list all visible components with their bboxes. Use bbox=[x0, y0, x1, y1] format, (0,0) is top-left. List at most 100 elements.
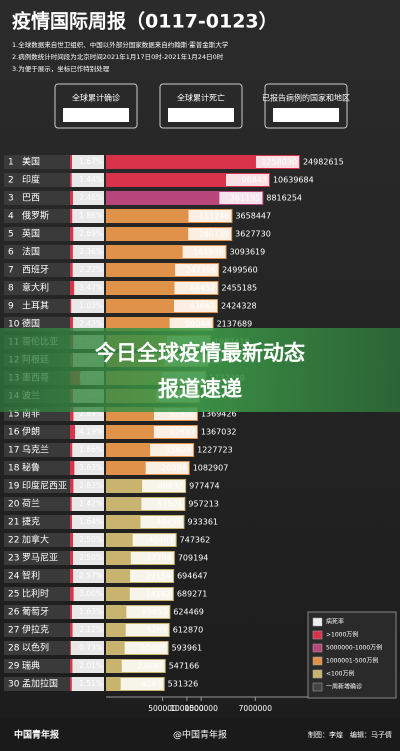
new-cases-box bbox=[255, 156, 299, 168]
row-bg bbox=[4, 191, 70, 205]
legend-label: 5000000-1000万例 bbox=[326, 644, 382, 652]
row-bg bbox=[4, 515, 70, 529]
new-cases-box bbox=[174, 300, 218, 312]
rate-bar bbox=[70, 533, 73, 547]
new-cases-box bbox=[174, 282, 218, 294]
rank: 2 bbox=[8, 176, 14, 186]
new-cases-label: 86452 bbox=[190, 284, 215, 293]
country: 荷兰 bbox=[22, 498, 40, 510]
new-cases-label: 96843 bbox=[242, 176, 267, 185]
rate-label: 2.22% bbox=[79, 265, 103, 274]
row-bg bbox=[4, 623, 70, 637]
rank: 19 bbox=[8, 482, 20, 492]
legend-swatch bbox=[312, 682, 323, 692]
total-label: 10639684 bbox=[273, 176, 314, 185]
summary-box bbox=[159, 83, 243, 129]
summary-box bbox=[264, 83, 348, 129]
rate-bar bbox=[70, 479, 74, 493]
rate-track bbox=[70, 299, 104, 313]
new-cases-label: 49455 bbox=[156, 518, 181, 527]
total-label: 3627730 bbox=[235, 230, 271, 239]
new-cases-box bbox=[169, 318, 213, 330]
summary-value: 224 bbox=[296, 111, 317, 122]
rate-bar bbox=[70, 227, 74, 241]
legend-label: >1000万例 bbox=[326, 631, 358, 639]
footer-source: 中国青年报 bbox=[14, 729, 59, 741]
summary-label: 已报告病例的国家和地区 bbox=[262, 93, 350, 103]
row-bg bbox=[4, 533, 70, 547]
legend-swatch bbox=[312, 643, 323, 653]
total-label: 1082907 bbox=[193, 464, 229, 473]
total-label: 3093619 bbox=[230, 248, 266, 257]
rate-label: 1.42% bbox=[79, 499, 103, 508]
rate-label: 2.50% bbox=[79, 535, 103, 544]
rate-bar bbox=[70, 569, 74, 583]
summary-value: 96877399 bbox=[68, 111, 124, 122]
total-label: 709194 bbox=[178, 554, 209, 563]
total-label: 694647 bbox=[177, 572, 208, 581]
rate-label: 2.43% bbox=[79, 319, 103, 328]
country: 罗马尼亚 bbox=[22, 553, 58, 564]
rate-bar bbox=[70, 497, 72, 511]
rank: 26 bbox=[8, 608, 20, 618]
total-label: 1227723 bbox=[197, 446, 233, 455]
rank: 6 bbox=[8, 248, 14, 258]
row-bg bbox=[4, 173, 70, 187]
legend-label: 一周新增确诊 bbox=[326, 683, 362, 691]
rate-label: 1.51% bbox=[79, 679, 103, 688]
new-cases-label: 260739 bbox=[199, 230, 230, 239]
rate-bar bbox=[70, 191, 73, 205]
total-label: 3658447 bbox=[235, 212, 271, 221]
total-label: 957213 bbox=[188, 500, 219, 509]
row-bg bbox=[4, 479, 70, 493]
country: 乌克兰 bbox=[22, 444, 49, 456]
rate-bar bbox=[70, 587, 74, 601]
row-bg bbox=[4, 263, 70, 277]
rank: 25 bbox=[8, 590, 19, 600]
new-cases-label: 50462 bbox=[140, 644, 165, 653]
rate-label: 2.46% bbox=[79, 193, 103, 202]
new-cases-label: 161936 bbox=[193, 248, 224, 257]
rate-label: 2.89% bbox=[79, 409, 103, 418]
new-cases-label: 151246 bbox=[199, 212, 230, 221]
rate-bar bbox=[70, 245, 73, 259]
country: 法国 bbox=[22, 246, 40, 258]
rate-bar bbox=[70, 317, 73, 331]
total-label: 2455185 bbox=[221, 284, 257, 293]
rate-bar bbox=[70, 425, 76, 439]
new-cases-label: 37501 bbox=[157, 500, 182, 509]
summary-label: 全球累计死亡 bbox=[177, 93, 225, 103]
new-cases-box bbox=[150, 444, 194, 456]
new-cases-label: 14182 bbox=[145, 590, 170, 599]
rate-bar bbox=[70, 155, 73, 169]
total-label: 977474 bbox=[189, 482, 220, 491]
rank: 7 bbox=[8, 266, 14, 276]
rate-bar bbox=[70, 659, 73, 673]
rate-track bbox=[70, 425, 104, 439]
row-bg bbox=[4, 281, 70, 295]
rate-track bbox=[70, 443, 104, 457]
total-label: 547166 bbox=[169, 662, 200, 671]
rate-label: 1.67% bbox=[79, 157, 103, 166]
rank: 5 bbox=[8, 230, 14, 240]
rate-label: 0.73% bbox=[79, 643, 103, 652]
new-cases-label: 43663 bbox=[190, 302, 215, 311]
country: 以色列 bbox=[22, 642, 49, 654]
x-tick-label: 1000000 bbox=[170, 704, 204, 713]
new-cases-label: 35609 bbox=[166, 446, 191, 455]
country: 意大利 bbox=[22, 282, 49, 294]
total-label: 2137689 bbox=[217, 320, 253, 329]
row-bg bbox=[4, 461, 70, 475]
bar bbox=[106, 155, 300, 169]
rate-label: 3.47% bbox=[79, 283, 103, 292]
row-bg bbox=[4, 605, 70, 619]
total-label: 1369426 bbox=[201, 410, 237, 419]
total-label: 8816254 bbox=[266, 194, 302, 203]
rate-bar bbox=[70, 551, 73, 565]
legend-swatch bbox=[312, 630, 323, 640]
rank: 18 bbox=[8, 464, 20, 474]
rate-track bbox=[70, 263, 104, 277]
row-bg bbox=[4, 641, 70, 655]
x-tick-label: 500000 bbox=[148, 704, 177, 713]
country: 比利时 bbox=[22, 588, 49, 600]
